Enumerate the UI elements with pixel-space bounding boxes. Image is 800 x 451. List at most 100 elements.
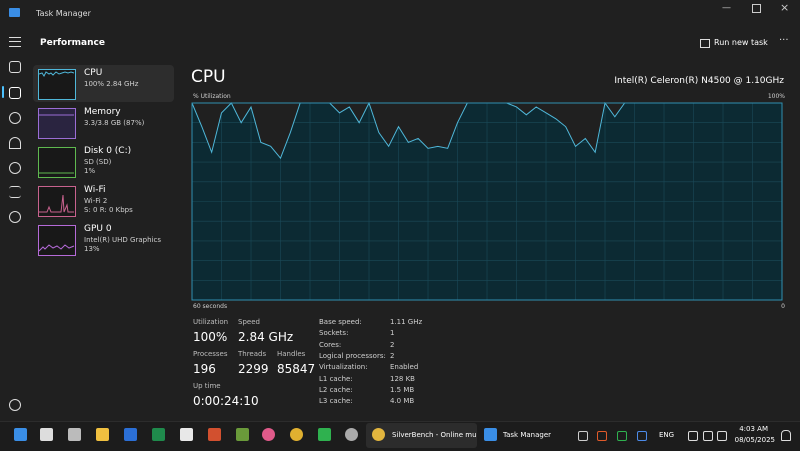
spec-value: Enabled <box>390 363 419 372</box>
device-detail: 1% <box>84 167 96 175</box>
device-detail: Wi-Fi 2 <box>84 197 108 205</box>
word[interactable] <box>124 428 137 441</box>
stat-value: 196 <box>193 362 216 376</box>
performance-tab[interactable] <box>9 87 21 99</box>
device-thumbnail <box>38 225 76 256</box>
start-button[interactable] <box>14 428 27 441</box>
excel[interactable] <box>152 428 165 441</box>
stat-value: 0:00:24:10 <box>193 394 259 408</box>
spec-label: L2 cache: <box>319 385 353 394</box>
device-name[interactable]: Disk 0 (C:) <box>84 146 132 156</box>
device-name[interactable]: GPU 0 <box>84 224 112 234</box>
spec-label: Cores: <box>319 340 342 349</box>
stat-label: Threads <box>238 350 267 358</box>
graph-label: % Utilization <box>193 93 231 100</box>
close-button[interactable]: × <box>780 1 790 14</box>
taskbar-app[interactable]: Task Manager <box>503 431 552 439</box>
tray-icon[interactable] <box>578 431 588 441</box>
tray-icon[interactable] <box>637 431 647 441</box>
clock-date[interactable]: 08/05/2025 <box>734 436 775 444</box>
spec-value: 2 <box>390 351 395 360</box>
task-manager-taskbar[interactable] <box>484 428 497 441</box>
app-icon <box>9 8 20 17</box>
device-detail: S: 0 R: 0 Kbps <box>84 206 133 214</box>
file-explorer[interactable] <box>96 428 109 441</box>
graph-time-label: 60 seconds <box>193 303 228 310</box>
device-thumbnail <box>38 108 76 139</box>
spec-value: 1.11 GHz <box>390 318 423 326</box>
device-name[interactable]: CPU <box>84 68 103 78</box>
page-title: Performance <box>40 38 105 48</box>
taskbar-app[interactable]: SilverBench - Online mu <box>392 431 477 439</box>
stat-label: Processes <box>193 350 228 358</box>
stat-value: 85847 <box>277 362 316 376</box>
processes-tab[interactable] <box>9 61 21 73</box>
tray-icon[interactable] <box>717 431 727 441</box>
more-button[interactable]: ··· <box>779 35 789 46</box>
run-new-task-icon <box>700 39 710 48</box>
tray-icon[interactable] <box>617 431 627 441</box>
window-title: Task Manager <box>36 9 91 18</box>
spec-value: 4.0 MB <box>390 397 415 406</box>
chrome-silverbench[interactable] <box>372 428 385 441</box>
spotify-like[interactable] <box>318 428 331 441</box>
graph-max-label: 100% <box>767 93 785 100</box>
device-thumbnail <box>38 186 76 217</box>
spec-value: 1.5 MB <box>390 385 415 394</box>
stat-label: Utilization <box>193 318 229 326</box>
menu-button[interactable] <box>9 37 21 47</box>
cpu-model: Intel(R) Celeron(R) N4500 @ 1.10GHz <box>614 76 784 86</box>
device-thumbnail <box>38 69 76 100</box>
device-detail: 13% <box>84 245 100 253</box>
run-new-task-button[interactable]: Run new task <box>714 38 768 47</box>
details-tab[interactable] <box>9 186 21 198</box>
spec-value: 2 <box>390 340 395 349</box>
photos[interactable] <box>262 428 275 441</box>
device-thumbnail <box>38 147 76 178</box>
startup-tab[interactable] <box>9 137 21 149</box>
thumbnail-line <box>39 244 75 252</box>
clock-time[interactable]: 4:03 AM <box>739 425 768 433</box>
store[interactable] <box>180 428 193 441</box>
tray-icon[interactable] <box>703 431 713 441</box>
selected-indicator <box>2 86 4 98</box>
chrome[interactable] <box>290 428 303 441</box>
users-tab[interactable] <box>9 162 21 174</box>
steam[interactable] <box>345 428 358 441</box>
device-detail: 3.3/3.8 GB (87%) <box>84 119 145 127</box>
graph-end-label: 0 <box>781 303 785 310</box>
minecraft[interactable] <box>236 428 249 441</box>
spec-value: 1 <box>390 329 395 338</box>
language[interactable]: ENG <box>659 431 675 439</box>
minimize-button[interactable]: — <box>722 3 731 13</box>
detail-title: CPU <box>191 67 226 87</box>
stat-value: 2299 <box>238 362 269 376</box>
search-button[interactable] <box>40 428 53 441</box>
spec-label: Logical processors: <box>319 351 386 360</box>
stat-label: Handles <box>277 350 306 358</box>
spec-label: Virtualization: <box>319 363 368 372</box>
settings-button[interactable] <box>9 399 21 411</box>
device-detail: 100% 2.84 GHz <box>84 80 139 88</box>
tray-icon[interactable] <box>688 431 698 441</box>
stat-value: 2.84 GHz <box>238 330 294 344</box>
thumbnail-line <box>39 71 75 77</box>
task-view[interactable] <box>68 428 81 441</box>
tray-icon[interactable] <box>597 431 607 441</box>
spec-label: Base speed: <box>319 318 362 326</box>
graph-border <box>191 102 783 301</box>
stat-label: Up time <box>193 382 221 390</box>
stat-label: Speed <box>238 318 260 326</box>
cpu-graph <box>191 102 783 301</box>
spec-label: Sockets: <box>319 329 349 338</box>
device-name[interactable]: Wi-Fi <box>84 185 106 195</box>
device-name[interactable]: Memory <box>84 107 121 117</box>
spec-label: L1 cache: <box>319 374 353 383</box>
powerpoint[interactable] <box>208 428 221 441</box>
notification-bell[interactable] <box>781 430 791 441</box>
services-tab[interactable] <box>9 211 21 223</box>
maximize-button[interactable] <box>752 4 761 13</box>
device-detail: Intel(R) UHD Graphics <box>84 236 161 244</box>
app-history-tab[interactable] <box>9 112 21 124</box>
device-detail: SD (SD) <box>84 158 112 166</box>
